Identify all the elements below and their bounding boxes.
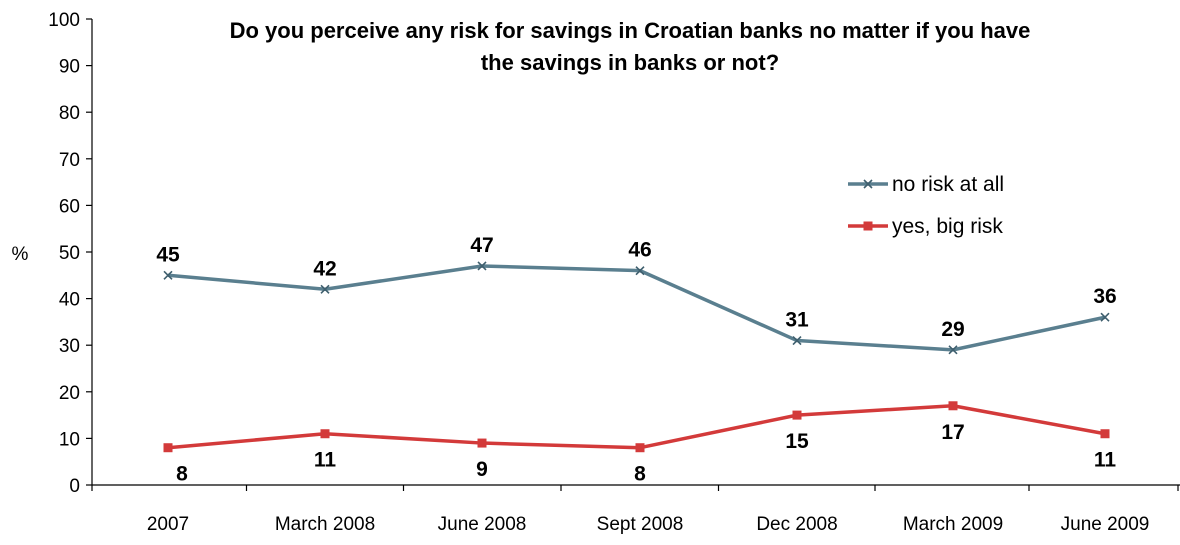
data-label: 11 (1094, 449, 1117, 472)
data-label: 8 (176, 463, 188, 486)
data-point (477, 438, 487, 448)
x-tick-label: March 2008 (275, 514, 375, 535)
y-tick-label: 90 (59, 57, 80, 78)
x-tick-label: June 2009 (1061, 514, 1150, 535)
y-tick-label: 10 (59, 429, 80, 450)
legend-label: no risk at all (892, 173, 1004, 196)
data-label: 36 (1093, 285, 1116, 308)
data-point (1100, 429, 1110, 439)
y-tick-label: 0 (69, 476, 80, 497)
axes: 0 10 20 30 40 50 60 70 80 90 100 2007 March 2008 June… (48, 10, 1180, 535)
chart-title-line-1: Do you perceive any risk for savings in … (230, 18, 1031, 43)
legend-item-yes-big-risk: yes, big risk (848, 215, 1003, 238)
data-label: 42 (313, 257, 336, 280)
legend-label: yes, big risk (892, 215, 1003, 238)
series-no-risk-at-all: 45 42 47 46 31 29 36 (156, 234, 1117, 355)
legend-marker (863, 221, 873, 231)
y-tick-label: 70 (59, 150, 80, 171)
x-tick-label: Dec 2008 (756, 514, 837, 535)
data-label: 11 (314, 449, 337, 472)
chart-title-line-2: the savings in banks or not? (481, 50, 779, 75)
data-point (163, 270, 173, 280)
series-yes-big-risk: 8 11 9 8 15 17 11 (163, 401, 1117, 486)
data-point (163, 443, 173, 453)
x-tick-label: Sept 2008 (597, 514, 684, 535)
data-point (635, 443, 645, 453)
y-tick-label: 100 (48, 10, 80, 31)
data-label: 9 (476, 458, 488, 481)
data-point (635, 266, 645, 276)
y-tick-label: 50 (59, 243, 80, 264)
data-point (320, 284, 330, 294)
data-point (1100, 312, 1110, 322)
data-point (320, 429, 330, 439)
y-tick-label: 30 (59, 336, 80, 357)
data-label: 46 (628, 239, 651, 262)
data-label: 45 (156, 243, 180, 266)
legend-item-no-risk-at-all: no risk at all (848, 173, 1004, 196)
data-label: 47 (470, 234, 493, 257)
y-tick-label: 40 (59, 290, 80, 311)
data-point (948, 345, 958, 355)
y-tick-label: 60 (59, 196, 80, 217)
data-label: 29 (941, 318, 964, 341)
data-label: 17 (941, 421, 964, 444)
data-label: 31 (785, 309, 809, 332)
y-tick-label: 20 (59, 383, 80, 404)
x-tick-label: 2007 (147, 514, 189, 535)
data-point (477, 261, 487, 271)
data-label: 8 (634, 463, 646, 486)
legend-marker (863, 179, 873, 189)
x-tick-label: June 2008 (438, 514, 527, 535)
data-point (792, 335, 802, 346)
y-axis-label: % (12, 244, 29, 265)
series-layer: 45 42 47 46 31 29 36 8 11 9 8 15 17 11 (156, 234, 1116, 486)
data-point (792, 410, 802, 420)
data-point (948, 401, 958, 411)
data-label: 15 (785, 430, 809, 453)
legend: no risk at all yes, big risk (848, 173, 1004, 238)
x-tick-label: March 2009 (903, 514, 1003, 535)
y-tick-label: 80 (59, 103, 80, 124)
